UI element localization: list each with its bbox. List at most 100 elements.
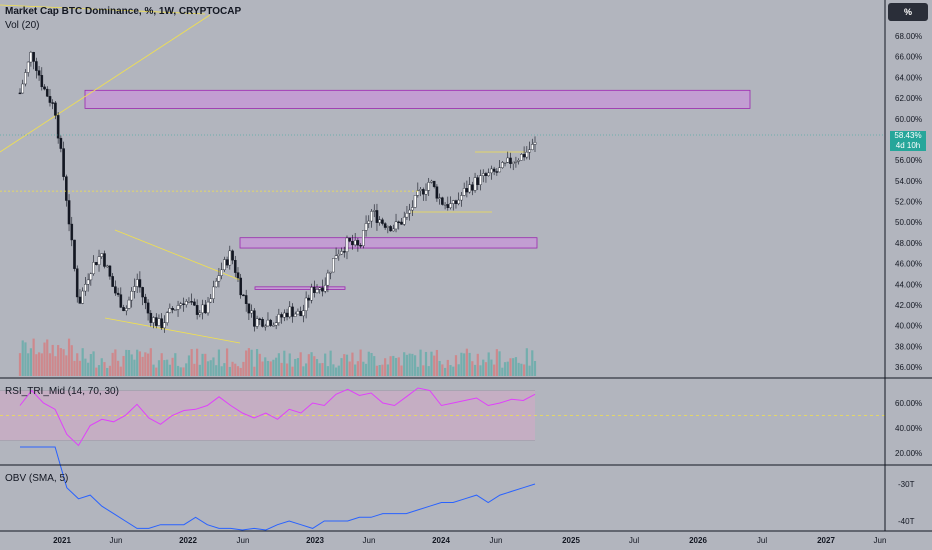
volume-bar: [403, 352, 406, 376]
volume-bar: [70, 345, 73, 376]
volume-bar: [141, 356, 144, 376]
candle-body: [432, 180, 436, 187]
volume-bar: [144, 352, 147, 376]
candle-body: [127, 299, 131, 309]
candle-body: [473, 177, 477, 191]
candle-body: [378, 219, 381, 223]
volume-bar: [405, 354, 409, 376]
candle-body: [89, 273, 93, 281]
x-tick-label: Jun: [490, 536, 503, 545]
candle-body: [92, 262, 95, 275]
volume-bar: [414, 355, 417, 376]
candle-body: [359, 245, 362, 247]
candlesticks: [18, 50, 537, 333]
candle-body: [220, 269, 223, 276]
volume-bar: [313, 356, 316, 376]
candle-body: [21, 83, 25, 94]
y-tick-label: 48.00%: [895, 239, 922, 248]
candle-body: [318, 287, 322, 290]
volume-bar: [326, 366, 330, 376]
candle-body: [62, 148, 65, 177]
volume-bar: [46, 339, 49, 376]
volume-bar: [100, 358, 103, 376]
symbol-title[interactable]: Market Cap BTC Dominance, %, 1W, CRYPTOC…: [5, 6, 242, 17]
candle-body: [468, 184, 471, 193]
candle-body: [291, 306, 294, 317]
candle-body: [312, 286, 316, 293]
volume-bar: [465, 348, 468, 376]
volume-bar: [179, 367, 182, 376]
obv-title[interactable]: OBV (SMA, 5): [5, 473, 69, 484]
volume-label[interactable]: Vol (20): [5, 20, 40, 31]
percent-scale-button[interactable]: %: [888, 3, 928, 21]
volume-bar: [245, 350, 248, 376]
candle-body: [250, 310, 253, 314]
volume-bar: [315, 359, 319, 376]
volume-bar: [149, 348, 152, 376]
candle-body: [201, 304, 204, 314]
volume-bar: [32, 338, 35, 376]
volume-bar: [422, 365, 425, 376]
volume-bar: [443, 367, 447, 376]
volume-bar: [261, 361, 264, 376]
x-tick-label: Jun: [110, 536, 123, 545]
volume-bar: [294, 358, 297, 376]
volume-bar: [40, 353, 43, 376]
candle-body: [293, 313, 297, 317]
candle-body: [274, 322, 278, 326]
obv-pane: [20, 446, 536, 531]
candle-body: [345, 237, 349, 252]
candle-body: [51, 102, 54, 104]
volume-bar: [204, 353, 207, 376]
volume-bar: [476, 353, 479, 376]
candle-body: [501, 162, 504, 168]
volume-bar: [291, 366, 294, 376]
rsi-tick-label: 60.00%: [895, 399, 922, 408]
volume-bar: [103, 362, 106, 376]
trendlines[interactable]: [0, 4, 525, 344]
candle-body: [329, 271, 332, 274]
volume-bar: [503, 362, 507, 376]
candle-body: [195, 305, 199, 315]
obv-tick-label: -30T: [898, 480, 915, 489]
candle-body: [269, 319, 272, 326]
volume-bar: [81, 348, 84, 376]
volume-bar: [133, 359, 136, 376]
volume-bar: [21, 340, 24, 376]
volume-bar: [400, 365, 403, 376]
volume-bar: [43, 342, 46, 376]
candle-body: [367, 220, 371, 224]
volume-bar: [253, 366, 256, 376]
candle-body: [479, 175, 482, 185]
candle-body: [253, 310, 256, 327]
candle-body: [381, 219, 384, 224]
x-tick-label: 2026: [689, 536, 707, 545]
rsi-title[interactable]: RSI_TRI_Mid (14, 70, 30): [5, 386, 119, 397]
candle-body: [514, 161, 518, 163]
volume-bar: [174, 353, 177, 376]
candle-body: [283, 312, 286, 318]
x-tick-label: Jul: [629, 536, 639, 545]
volume-bar: [509, 358, 512, 376]
candle-body: [203, 304, 207, 314]
candle-body: [157, 318, 161, 326]
candle-body: [310, 286, 313, 301]
candle-body: [454, 200, 458, 205]
candle-body: [370, 211, 373, 222]
candle-body: [54, 102, 57, 116]
volume-bar: [367, 351, 370, 376]
candle-body: [520, 154, 523, 161]
supply-demand-zones[interactable]: [84, 89, 751, 290]
volume-bar: [411, 353, 414, 376]
trendline: [0, 4, 206, 15]
volume-bar: [97, 365, 101, 376]
candle-body: [394, 221, 398, 230]
candle-body: [255, 318, 259, 327]
candle-body: [266, 319, 270, 327]
candle-body: [116, 292, 120, 295]
candle-body: [509, 157, 512, 164]
candle-body: [239, 277, 243, 296]
volume-bar: [370, 352, 373, 376]
volume-bar: [130, 354, 133, 376]
